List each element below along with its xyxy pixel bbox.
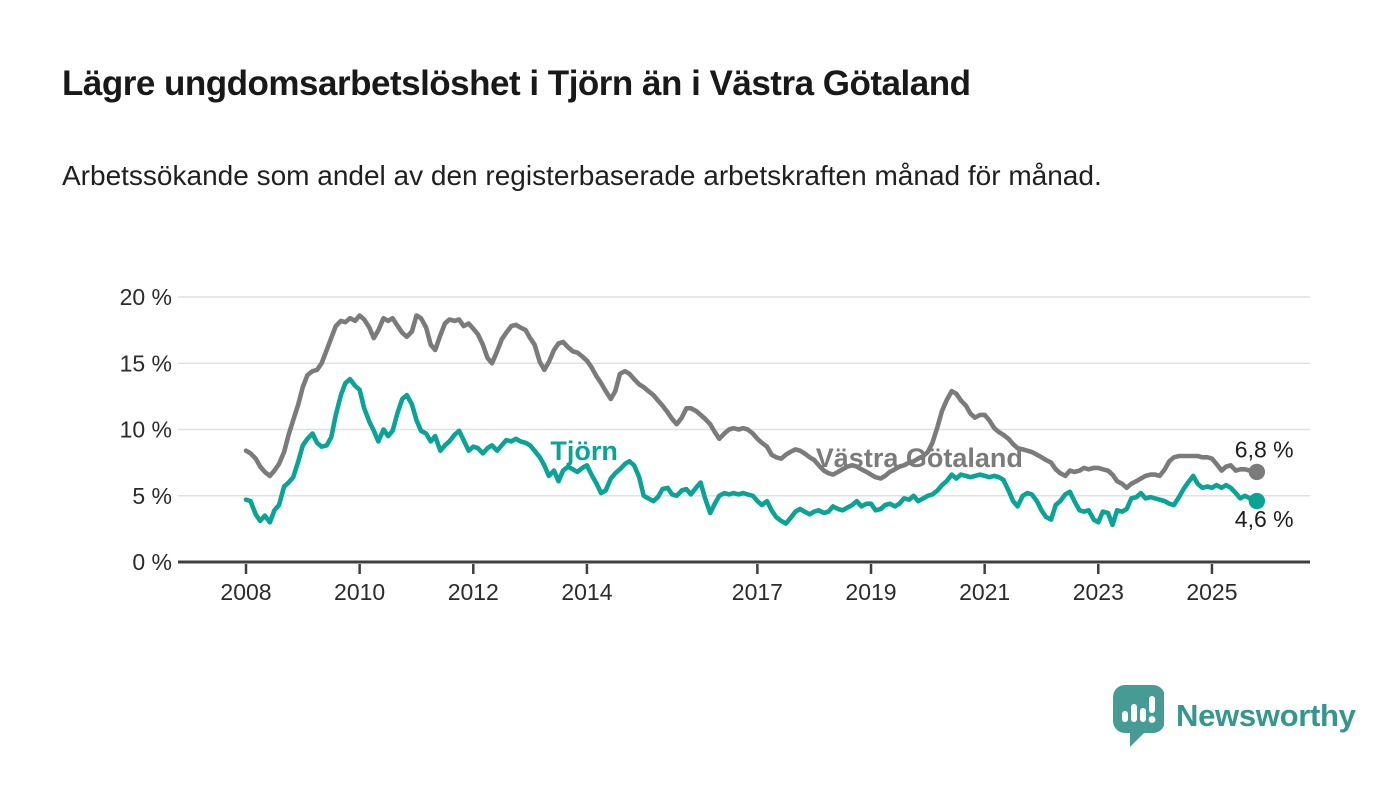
gridlines xyxy=(178,296,1310,497)
x-tick-label-2019: 2019 xyxy=(845,579,896,605)
y-tick-label-20: 20 % xyxy=(120,284,172,310)
x-tick-label-2017: 2017 xyxy=(732,579,783,605)
x-tick-label-2021: 2021 xyxy=(959,579,1010,605)
x-tick-label-2012: 2012 xyxy=(448,579,499,605)
series-end-dot-v-stra-g-taland xyxy=(1248,463,1266,481)
series-label-v-stra-g-taland: Västra Götaland xyxy=(816,443,1023,473)
chart-subtitle: Arbetssökande som andel av den registerb… xyxy=(62,160,1102,191)
x-tick-label-2008: 2008 xyxy=(220,579,271,605)
series-line-tj-rn xyxy=(243,376,1260,528)
series-lines xyxy=(243,313,1266,528)
chart-annotations: Tjörn Västra Götaland 6,8 % 4,6 % xyxy=(550,436,1293,532)
series-end-dot-tj-rn xyxy=(1248,492,1266,510)
end-value-label-6-8: 6,8 % xyxy=(1235,436,1294,462)
newsworthy-logo: Newsworthy xyxy=(1112,684,1356,748)
series-line-v-stra-g-taland xyxy=(243,313,1260,491)
y-tick-label-0: 0 % xyxy=(132,549,172,575)
x-tick-label-2023: 2023 xyxy=(1073,579,1124,605)
y-tick-label-15: 15 % xyxy=(120,350,172,376)
y-tick-label-10: 10 % xyxy=(120,417,172,443)
bar-chart-speech-bubble-icon xyxy=(1113,685,1164,747)
y-tick-label-5: 5 % xyxy=(132,483,172,509)
end-value-label-4-6: 4,6 % xyxy=(1235,506,1294,532)
page-title: Lägre ungdomsarbetslöshet i Tjörn än i V… xyxy=(62,64,971,103)
series-label-tj-rn: Tjörn xyxy=(550,436,618,466)
x-tick-label-2025: 2025 xyxy=(1186,579,1237,605)
axes: 0 % 5 % 10 % 15 % 20 % 2008 2010 2012 2014 2017 20… xyxy=(120,284,1310,605)
x-tick-label-2014: 2014 xyxy=(561,579,612,605)
x-tick-label-2010: 2010 xyxy=(334,579,385,605)
newsworthy-wordmark: Newsworthy xyxy=(1176,698,1356,733)
